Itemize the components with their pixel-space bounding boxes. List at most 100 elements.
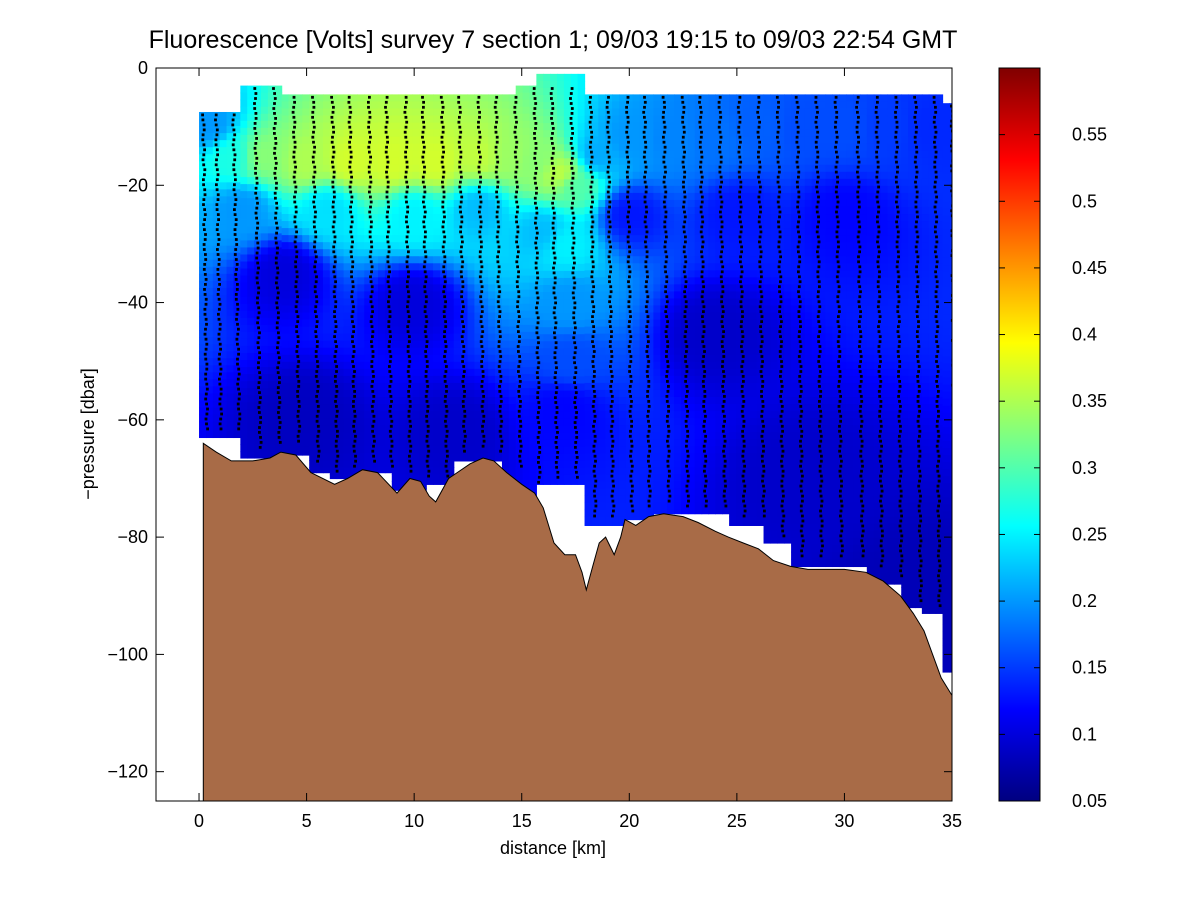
field-cell	[694, 396, 703, 405]
field-cell	[674, 312, 682, 321]
field-cell	[653, 235, 661, 243]
field-cell	[694, 502, 703, 511]
field-cell	[591, 382, 599, 391]
field-cell	[515, 444, 524, 453]
field-cell	[577, 334, 586, 342]
field-cell	[419, 389, 427, 398]
field-cell	[433, 432, 441, 440]
field-cell	[267, 352, 276, 361]
field-cell	[777, 270, 785, 278]
field-cell	[791, 460, 799, 468]
field-cell	[371, 291, 379, 300]
field-cell	[577, 242, 586, 251]
field-cell	[784, 256, 792, 264]
field-cell	[749, 340, 758, 349]
field-cell	[653, 340, 661, 349]
field-cell	[770, 502, 778, 511]
field-cell	[563, 158, 572, 166]
field-cell	[694, 171, 703, 180]
field-cell	[618, 249, 627, 257]
field-cell	[350, 333, 358, 342]
field-cell	[667, 368, 675, 377]
field-cell	[316, 284, 324, 293]
field-cell	[378, 235, 386, 243]
field-cell	[274, 416, 283, 424]
field-cell	[316, 361, 324, 370]
field-cell	[722, 171, 730, 180]
field-cell	[763, 221, 772, 229]
field-cell	[391, 206, 400, 215]
field-cell	[247, 85, 255, 94]
field-cell	[784, 101, 792, 110]
field-cell	[343, 305, 352, 314]
field-cell	[618, 439, 627, 447]
field-cell	[302, 354, 310, 363]
field-cell	[667, 446, 675, 454]
field-cell	[467, 382, 475, 391]
field-cell	[618, 474, 627, 483]
field-cell	[343, 347, 352, 356]
field-cell	[687, 185, 696, 194]
field-cell	[694, 157, 703, 166]
field-cell	[563, 467, 572, 476]
field-cell	[584, 404, 593, 412]
field-cell	[357, 101, 365, 110]
field-cell	[660, 389, 668, 398]
field-cell	[722, 122, 730, 131]
field-cell	[412, 361, 420, 370]
field-cell	[522, 85, 531, 94]
field-cell	[336, 439, 345, 447]
field-cell	[660, 101, 668, 110]
field-cell	[791, 347, 799, 356]
field-cell	[364, 305, 372, 314]
field-cell	[302, 150, 310, 159]
field-cell	[687, 291, 696, 300]
field-cell	[749, 277, 758, 285]
field-cell	[653, 199, 661, 208]
field-cell	[488, 192, 496, 201]
field-cell	[233, 175, 241, 183]
field-cell	[653, 249, 661, 257]
field-cell	[722, 453, 730, 461]
field-cell	[687, 136, 696, 145]
field-cell	[618, 467, 627, 475]
field-cell	[453, 136, 462, 145]
field-cell	[357, 108, 365, 117]
field-cell	[378, 122, 386, 131]
field-cell	[667, 347, 675, 356]
field-cell	[199, 330, 207, 338]
field-cell	[550, 467, 558, 476]
field-cell	[322, 368, 331, 377]
field-cell	[474, 214, 482, 222]
field-cell	[199, 133, 207, 141]
field-cell	[199, 301, 207, 310]
field-cell	[653, 263, 661, 271]
field-cell	[639, 404, 648, 412]
field-cell	[254, 212, 262, 220]
field-cell	[632, 298, 641, 307]
field-cell	[247, 402, 255, 410]
field-cell	[384, 467, 393, 474]
field-cell	[529, 99, 537, 108]
field-cell	[612, 185, 620, 194]
field-cell	[295, 171, 303, 180]
field-cell	[715, 481, 723, 490]
field-cell	[543, 432, 551, 441]
field-cell	[632, 453, 641, 461]
field-cell	[570, 144, 579, 152]
field-cell	[205, 393, 214, 402]
field-cell	[378, 298, 386, 307]
field-cell	[481, 333, 489, 342]
field-cell	[247, 282, 255, 291]
field-cell	[336, 347, 345, 356]
field-cell	[212, 287, 221, 296]
field-cell	[557, 482, 565, 485]
field-cell	[199, 386, 207, 395]
field-cell	[522, 430, 531, 439]
field-cell	[439, 425, 448, 433]
field-cell	[708, 171, 716, 180]
field-cell	[288, 291, 296, 300]
field-cell	[233, 273, 241, 282]
field-cell	[371, 305, 379, 314]
field-cell	[694, 411, 703, 419]
